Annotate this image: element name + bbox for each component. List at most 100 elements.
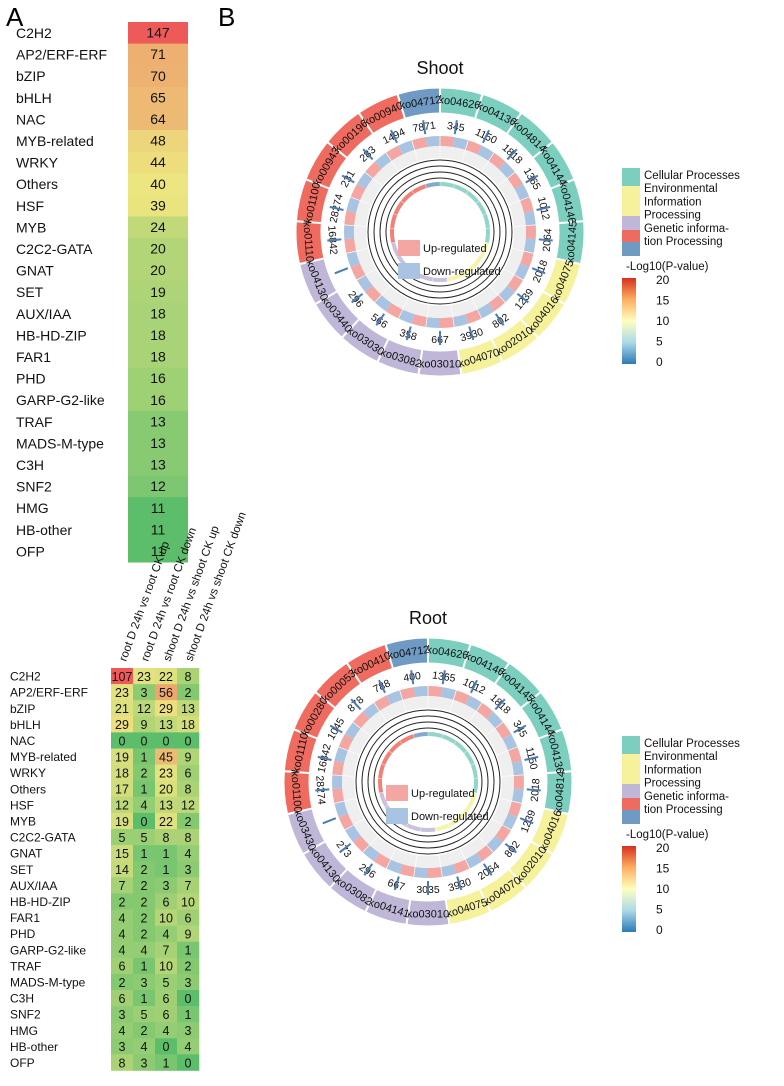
heat2-value: 20 (159, 783, 173, 797)
ratio-track (391, 149, 418, 171)
heat2-value: 2 (119, 976, 126, 990)
heat2-value: 12 (137, 702, 151, 716)
heat2-cell (133, 957, 156, 975)
pvalue-mark (525, 174, 539, 184)
heat2-cell (133, 780, 156, 798)
ratio-track (504, 248, 524, 275)
heat2-cell (111, 668, 134, 685)
heat2-value: 2 (141, 911, 148, 925)
heat2-value: 13 (159, 799, 173, 813)
heat2-cell (111, 1006, 134, 1023)
heat2-cell (155, 700, 178, 717)
heat2-value: 1 (185, 944, 192, 958)
ratio-track (344, 798, 364, 825)
heat2-value: 4 (163, 927, 170, 941)
pvalue-mark (519, 817, 534, 825)
heat2-cell (133, 1006, 156, 1023)
pvalue-mark (531, 267, 546, 275)
up-count-cell (520, 197, 534, 213)
heat2-value: 4 (119, 927, 126, 941)
category-legend-label: Processing (644, 210, 701, 222)
legend-up-swatch (398, 240, 420, 256)
heat2-cell (177, 1006, 200, 1023)
heat2-value: 19 (115, 750, 129, 764)
heat2-value: 5 (141, 831, 148, 845)
pvalue-mark (315, 788, 330, 792)
heat1-value: 13 (150, 457, 166, 473)
heat2-value: 5 (163, 976, 170, 990)
heat2-cell (133, 877, 156, 894)
heat2-value: 21 (115, 702, 129, 716)
pathway-segment (385, 637, 429, 669)
heat2-cell (111, 1054, 134, 1071)
inner-category-band (464, 750, 475, 766)
heat1-cell (128, 475, 188, 498)
up-count-cell (385, 303, 403, 319)
down-count-cell (356, 172, 373, 189)
down-count-cell (374, 295, 392, 312)
ratio-track (342, 775, 356, 801)
heat1-cell (128, 216, 188, 239)
heat1-row-label: MYB (16, 219, 46, 235)
heat2-value: 4 (163, 1024, 170, 1038)
ratio-track (498, 178, 520, 205)
heat2-cell (177, 716, 200, 733)
heat2-value: 0 (185, 734, 192, 748)
heat2-cell (177, 796, 200, 814)
heat1-row-label: MADS-M-type (16, 435, 104, 451)
pvalue-mark (526, 788, 541, 792)
heat1-value: 39 (150, 197, 166, 213)
heat2-cell (111, 716, 134, 733)
ratio-track (379, 699, 406, 721)
heat2-value: 12 (115, 799, 129, 813)
up-count-cell (338, 734, 354, 751)
heat1-row-label: TRAF (16, 414, 53, 430)
heat2-value: 6 (163, 1008, 170, 1022)
pvalue-mark (327, 238, 342, 242)
heat2-row-label: SET (10, 863, 34, 877)
inner-category-band (435, 823, 450, 832)
heat2-value: 5 (141, 1008, 148, 1022)
pathway-segment (314, 291, 360, 338)
heat2-row-label: WRKY (10, 766, 46, 780)
heat2-cell (111, 861, 134, 878)
up-count-cell (453, 690, 470, 705)
pvalue-mark (453, 120, 458, 135)
pathway-segment (520, 691, 563, 739)
circos-title: Shoot (416, 58, 463, 78)
pathway-segment (365, 888, 411, 925)
heat2-cell (111, 780, 134, 798)
up-count-cell (412, 137, 428, 150)
heat2-cell (155, 764, 178, 781)
pathway-segment (439, 87, 483, 119)
heat1-value: 147 (146, 25, 170, 41)
up-count-cell (495, 722, 512, 739)
tf-count-heatmap: 147 C2H2 71 AP2/ERF-ERF 70 bZIP 65 bHLH 64 NAC 48 M… (16, 22, 188, 563)
heat2-cell (177, 732, 200, 749)
heat2-cell (155, 925, 178, 942)
pathway-segment (358, 93, 406, 135)
heat2-row-label: TRAF (10, 959, 41, 973)
heat2-cell (177, 764, 200, 781)
down-count-cell (374, 152, 392, 169)
pvalue-mark (334, 267, 349, 275)
pathway-segment (293, 691, 336, 739)
pathway-segment (305, 141, 348, 189)
inner-category-band (453, 184, 469, 194)
legend-down-label: Down-regulated (423, 266, 501, 278)
heat2-cell (155, 957, 178, 975)
heat1-cell (128, 281, 188, 304)
heat2-value: 2 (185, 815, 192, 829)
heat2-cell (133, 941, 156, 959)
heat2-cell (155, 780, 178, 798)
heat2-value: 0 (185, 1056, 192, 1070)
inner-category-band (378, 763, 386, 779)
heat2-value: 9 (185, 750, 192, 764)
heat2-value: 22 (159, 815, 173, 829)
pvalue-mark (317, 755, 332, 761)
heat2-cell (177, 973, 200, 991)
down-count-cell (345, 825, 361, 842)
heat2-cell (111, 957, 134, 975)
heat2-row-label: AUX/IAA (10, 879, 57, 893)
pathway-segment (377, 338, 423, 375)
